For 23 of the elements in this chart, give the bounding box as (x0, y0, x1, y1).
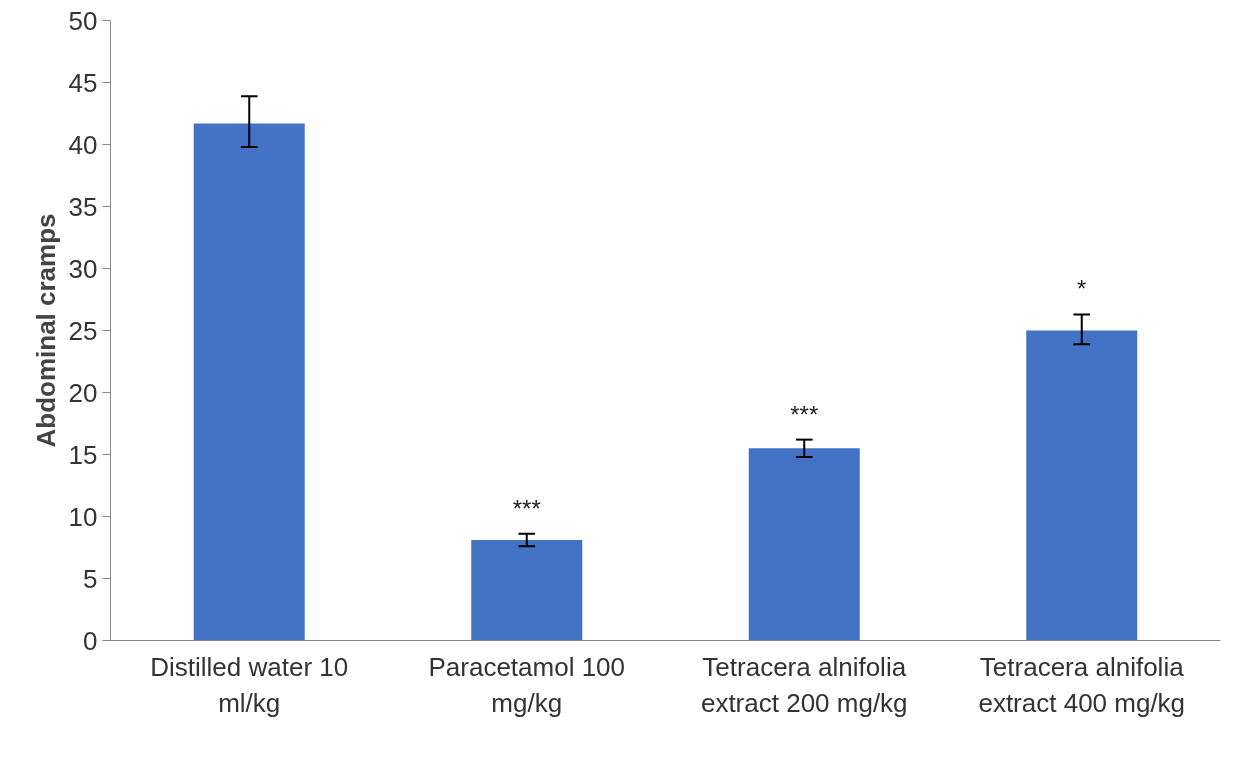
data-label: *** (790, 400, 819, 428)
y-tick-label: 35 (68, 191, 98, 222)
y-tick-label: 50 (68, 5, 98, 36)
y-tick-label: 10 (68, 501, 98, 532)
y-tick-label: 45 (68, 67, 98, 98)
y-tick-label: 25 (68, 315, 98, 346)
y-tick-label: 5 (83, 563, 98, 594)
y-tick-label: 0 (83, 625, 98, 656)
data-label: * (1077, 275, 1087, 303)
x-tick-label: Tetracera alnifolia extract 200 mg/kg (700, 651, 908, 718)
y-axis-title: Abdominal cramps (30, 213, 61, 448)
y-tick-label: 20 (68, 377, 98, 408)
y-tick-label: 15 (68, 439, 98, 470)
y-tick-label: 30 (68, 253, 98, 284)
x-tick-label: Tetracera alnifolia extract 400 mg/kg (978, 651, 1186, 718)
x-tick-label: Distilled water 10 ml/kg (150, 651, 349, 718)
data-label: *** (512, 494, 541, 522)
bar (1026, 330, 1138, 641)
bar (748, 448, 860, 641)
y-tick-label: 40 (68, 129, 98, 160)
bar (471, 540, 583, 641)
x-tick-label: Paracetamol 100 mg/kg (428, 651, 626, 718)
bar (193, 123, 305, 641)
